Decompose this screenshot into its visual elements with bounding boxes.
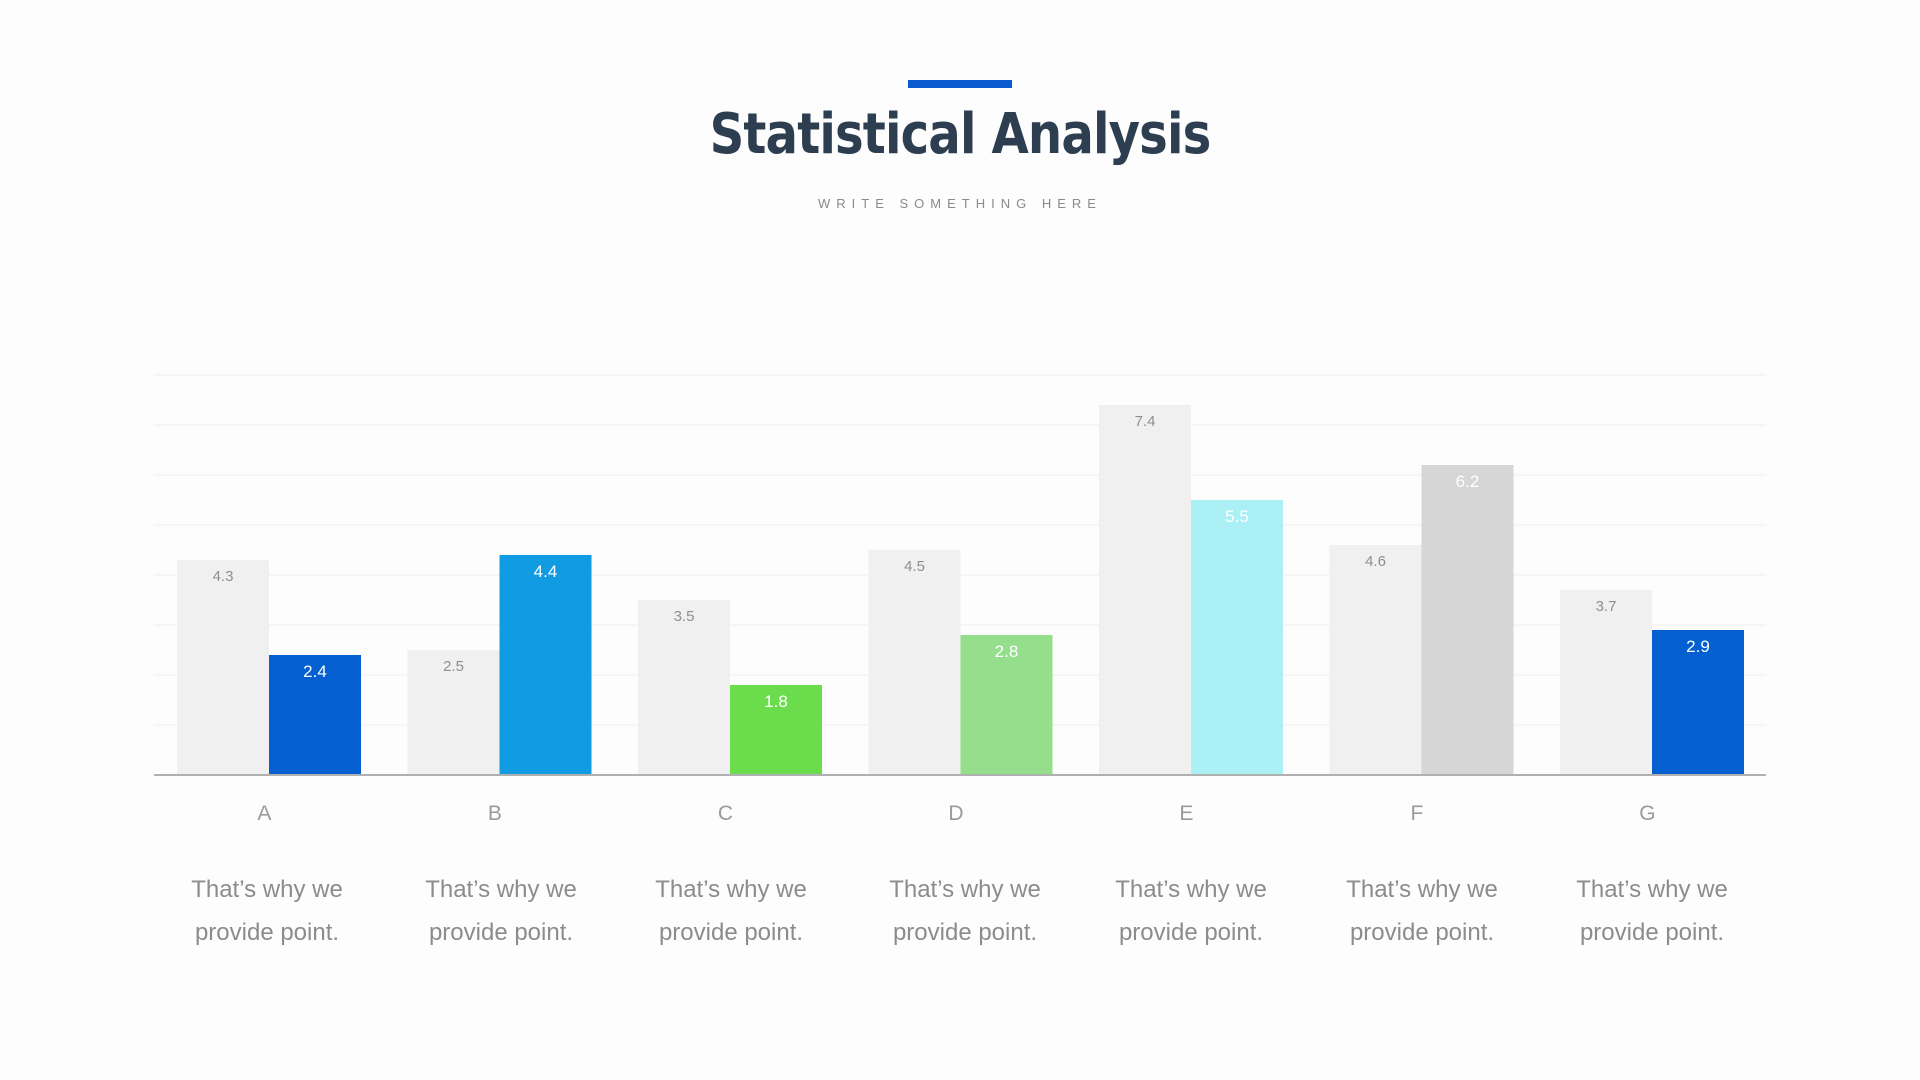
category-label-a: A <box>257 802 271 825</box>
bar-highlight-f <box>1421 465 1514 775</box>
description-g: That’s why we provide point. <box>1537 868 1767 954</box>
description-line: That’s why we <box>1346 876 1498 903</box>
bar-gray-f <box>1329 545 1422 775</box>
bar-highlight-a <box>269 655 361 775</box>
description-line: provide point. <box>658 919 804 946</box>
category-label-c: C <box>718 802 733 825</box>
description-line: provide point. <box>428 919 574 946</box>
bar-highlight-b <box>499 555 592 775</box>
data-label-gray-f: 4.6 <box>1365 553 1386 570</box>
data-label-highlight-f: 6.2 <box>1456 472 1480 491</box>
data-label-gray-b: 2.5 <box>443 658 464 675</box>
data-label-gray-a: 4.3 <box>213 568 234 585</box>
category-label-g: G <box>1639 802 1655 825</box>
description-d: That’s why we provide point. <box>850 868 1080 954</box>
description-line: provide point. <box>194 919 340 946</box>
category-label-f: F <box>1410 802 1423 825</box>
description-line: That’s why we <box>425 876 577 903</box>
bar-gray-e <box>1099 405 1191 775</box>
description-a: That’s why we provide point. <box>152 868 382 954</box>
description-line: provide point. <box>1118 919 1264 946</box>
category-label-e: E <box>1179 802 1193 825</box>
data-label-highlight-e: 5.5 <box>1225 507 1249 526</box>
bar-gray-d <box>868 550 961 775</box>
bar-gray-c <box>638 600 730 775</box>
bar-gray-b <box>407 650 500 775</box>
category-label-d: D <box>948 802 963 825</box>
description-line: That’s why we <box>1115 876 1267 903</box>
bar-highlight-c <box>730 685 822 775</box>
bar-highlight-g <box>1652 630 1744 775</box>
category-label-b: B <box>488 802 502 825</box>
data-label-highlight-b: 4.4 <box>534 562 558 581</box>
page-subtitle: WRITE SOMETHING HERE <box>818 196 1102 211</box>
description-line: That’s why we <box>655 876 807 903</box>
page-title: Statistical Analysis <box>709 102 1212 167</box>
data-label-gray-g: 3.7 <box>1596 598 1617 615</box>
description-e: That’s why we provide point. <box>1076 868 1306 954</box>
data-label-gray-e: 7.4 <box>1135 413 1156 430</box>
bar-gray-a <box>177 560 269 775</box>
description-line: provide point. <box>1349 919 1495 946</box>
data-label-highlight-c: 1.8 <box>764 692 788 711</box>
data-label-highlight-d: 2.8 <box>995 642 1019 661</box>
description-line: provide point. <box>1579 919 1725 946</box>
bar-highlight-e <box>1191 500 1283 775</box>
data-label-highlight-a: 2.4 <box>303 662 327 681</box>
description-line: That’s why we <box>889 876 1041 903</box>
description-c: That’s why we provide point. <box>616 868 846 954</box>
description-line: That’s why we <box>191 876 343 903</box>
data-label-highlight-g: 2.9 <box>1686 637 1710 656</box>
description-b: That’s why we provide point. <box>386 868 616 954</box>
bar-gray-g <box>1560 590 1652 775</box>
data-label-gray-d: 4.5 <box>904 558 925 575</box>
description-f: That’s why we provide point. <box>1307 868 1537 954</box>
data-label-gray-c: 3.5 <box>674 608 695 625</box>
bar-highlight-d <box>960 635 1053 775</box>
title-accent-bar <box>908 80 1012 88</box>
description-line: That’s why we <box>1576 876 1728 903</box>
description-line: provide point. <box>892 919 1038 946</box>
